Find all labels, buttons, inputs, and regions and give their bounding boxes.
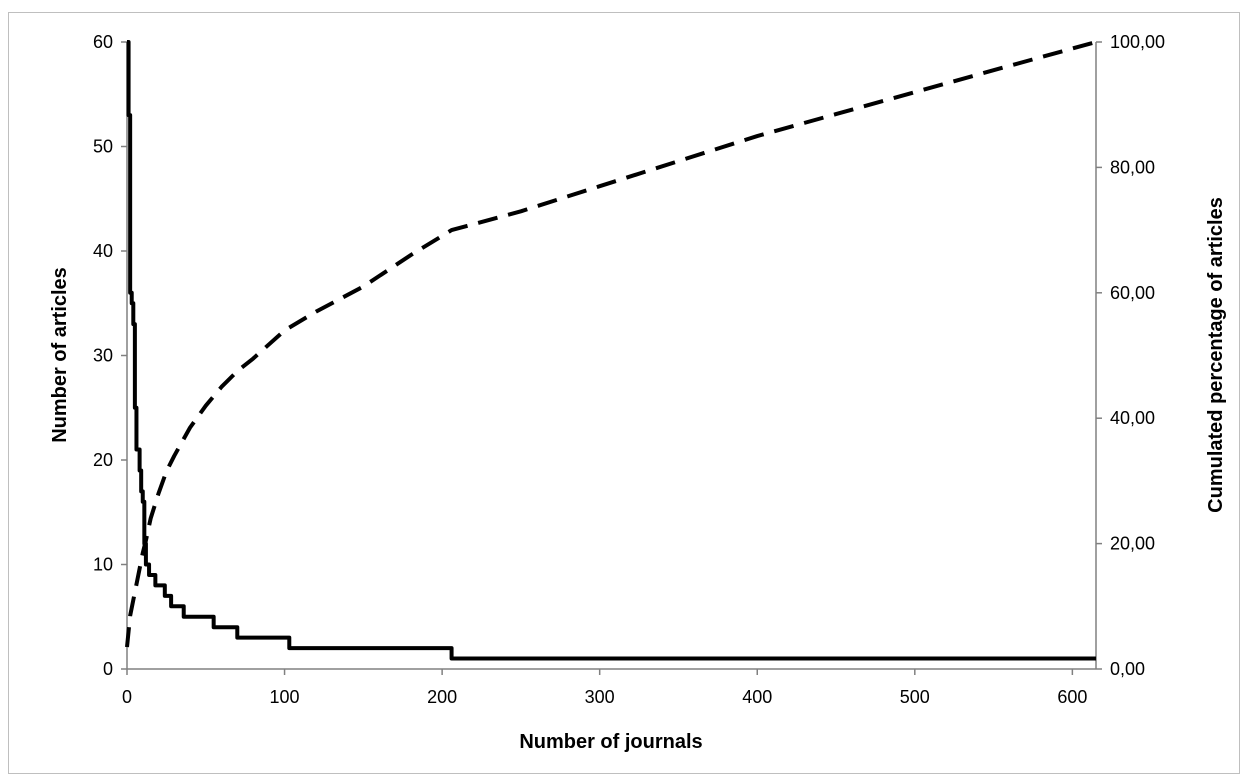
x-axis-title: Number of journals <box>519 731 702 753</box>
y-axis-right-title: Cumulated percentage of articles <box>1205 197 1227 513</box>
x-tick-label: 200 <box>427 687 457 707</box>
y2-tick-label: 100,00 <box>1110 32 1165 52</box>
y-tick-label: 60 <box>93 32 113 52</box>
y-axis-left-title: Number of articles <box>49 267 71 443</box>
x-tick-label: 500 <box>900 687 930 707</box>
y-tick-label: 40 <box>93 241 113 261</box>
series <box>125 40 1097 661</box>
ticks: 0 10 20 30 40 50 60 0,00 20,00 40,00 60,00 80,00 100… <box>93 32 1165 707</box>
cumulative-percentage-line <box>125 40 1097 648</box>
articles-per-journal-line <box>126 40 1096 661</box>
y2-tick-label: 20,00 <box>1110 534 1155 554</box>
y2-tick-label: 0,00 <box>1110 659 1145 679</box>
x-tick-label: 600 <box>1057 687 1087 707</box>
x-tick-label: 400 <box>742 687 772 707</box>
y-tick-label: 50 <box>93 137 113 157</box>
y2-tick-label: 80,00 <box>1110 157 1155 177</box>
y2-tick-label: 60,00 <box>1110 283 1155 303</box>
axes <box>126 42 1097 670</box>
x-tick-label: 300 <box>585 687 615 707</box>
y2-tick-label: 40,00 <box>1110 408 1155 428</box>
y-tick-label: 30 <box>93 346 113 366</box>
x-tick-label: 0 <box>122 687 132 707</box>
y-tick-label: 0 <box>103 659 113 679</box>
y-tick-label: 20 <box>93 450 113 470</box>
y-tick-label: 10 <box>93 555 113 575</box>
x-tick-label: 100 <box>270 687 300 707</box>
chart-frame <box>8 12 1240 774</box>
